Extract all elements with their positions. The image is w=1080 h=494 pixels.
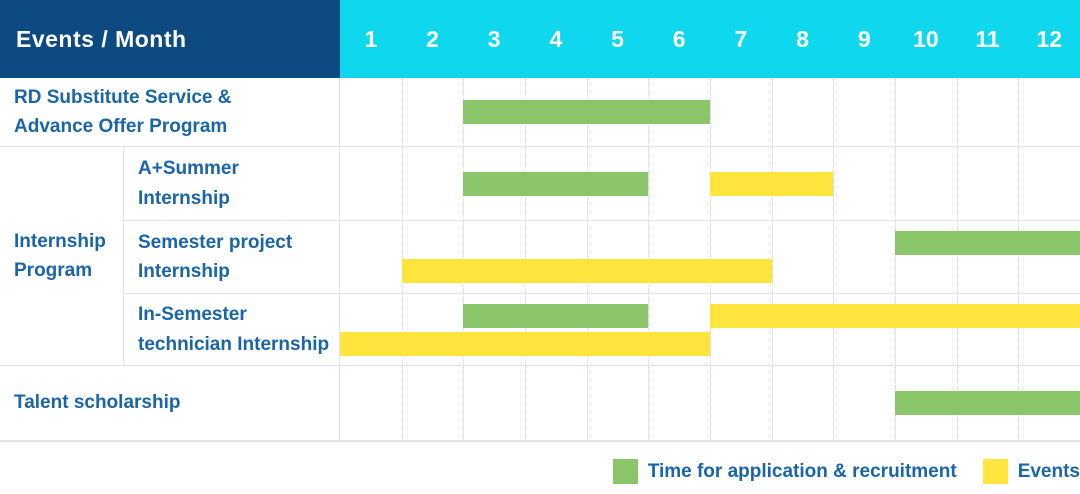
month-label-3: 3 xyxy=(487,25,501,52)
application-swatch-icon xyxy=(612,459,638,484)
month-gridline xyxy=(648,294,650,365)
table-row: A+Summer Internship xyxy=(124,147,1080,220)
header-row: Events / Month 1 2 3 4 5 6 7 8 9 10 11 12 xyxy=(0,0,1080,78)
month-gridline xyxy=(525,294,526,365)
row-label-rd-substitute: RD Substitute Service & Advance Offer Pr… xyxy=(0,78,340,146)
row-label-in-semester: In-Semester technician Internship xyxy=(124,294,340,365)
application-bar xyxy=(463,100,710,124)
table-row: RD Substitute Service & Advance Offer Pr… xyxy=(0,78,1080,147)
event-swatch-icon xyxy=(982,459,1008,484)
table-row: Semester project Internship xyxy=(124,220,1080,293)
month-gridline xyxy=(1018,147,1020,220)
month-gridline xyxy=(895,294,896,365)
month-gridline xyxy=(710,221,711,293)
month-gridline xyxy=(710,78,711,146)
month-gridline xyxy=(895,78,896,146)
month-gridline xyxy=(956,147,958,220)
application-bar xyxy=(463,171,649,196)
month-gridline xyxy=(1018,78,1020,146)
legend-label-events: Events xyxy=(1017,460,1080,482)
legend-item-events: Events xyxy=(982,459,1080,484)
month-label-8: 8 xyxy=(796,25,809,52)
legend-item-application: Time for application & recruitment xyxy=(612,459,957,484)
group-rows: A+Summer Internship Semester project Int… xyxy=(124,147,1080,365)
month-gridline xyxy=(710,366,711,440)
month-gridline xyxy=(833,294,835,365)
month-label-6: 6 xyxy=(672,25,686,52)
month-gridline xyxy=(1018,294,1020,365)
month-gridline xyxy=(956,221,958,293)
month-header: 1 2 3 4 5 6 7 8 9 10 11 12 xyxy=(340,0,1080,78)
month-gridline xyxy=(401,294,403,365)
month-gridline xyxy=(401,78,403,146)
month-label-10: 10 xyxy=(913,25,939,52)
month-gridline xyxy=(525,366,526,440)
month-gridline xyxy=(586,366,588,440)
event-bar xyxy=(710,303,1080,328)
month-label-2: 2 xyxy=(426,25,439,52)
month-gridline xyxy=(771,294,773,365)
month-gridline xyxy=(648,366,650,440)
chart-cell-talent-scholarship xyxy=(340,366,1080,440)
month-gridline xyxy=(833,366,835,440)
group-label-internship-program: Internship Program xyxy=(0,147,124,365)
application-bar xyxy=(895,231,1080,255)
month-gridline xyxy=(710,294,711,365)
month-gridline xyxy=(463,221,465,293)
event-bar xyxy=(340,331,710,356)
row-label-semester-project: Semester project Internship xyxy=(124,221,340,293)
month-gridline xyxy=(833,221,835,293)
month-gridline xyxy=(586,221,588,293)
month-gridline xyxy=(771,366,773,440)
month-label-11: 11 xyxy=(975,25,1000,52)
month-label-4: 4 xyxy=(549,25,563,52)
month-gridline xyxy=(648,221,650,293)
event-bar xyxy=(710,171,834,196)
legend-label-application: Time for application & recruitment xyxy=(647,460,957,482)
month-label-12: 12 xyxy=(1036,25,1063,52)
application-bar xyxy=(895,391,1080,415)
chart-cell-semester-project xyxy=(340,221,1080,293)
month-label-5: 5 xyxy=(611,25,624,52)
events-table: Events / Month 1 2 3 4 5 6 7 8 9 10 11 12 RD Substi… xyxy=(0,0,1080,442)
event-bar xyxy=(401,259,772,283)
month-gridline xyxy=(895,147,896,220)
month-gridline xyxy=(648,147,650,220)
month-gridline xyxy=(833,147,835,220)
month-gridline xyxy=(586,294,588,365)
internship-program-group: Internship Program A+Summer Internship S… xyxy=(0,147,1080,366)
month-gridline xyxy=(401,147,403,220)
row-label-talent-scholarship: Talent scholarship xyxy=(0,366,340,440)
month-gridline xyxy=(401,366,403,440)
legend: Time for application & recruitment Event… xyxy=(612,459,1080,484)
month-label-7: 7 xyxy=(734,25,748,52)
month-gridline xyxy=(956,78,958,146)
month-label-1: 1 xyxy=(364,25,378,52)
chart-cell-in-semester xyxy=(340,294,1080,365)
table-row: Talent scholarship xyxy=(0,366,1080,441)
month-gridline xyxy=(895,221,896,293)
chart-cell-a-summer xyxy=(340,147,1080,220)
month-gridline xyxy=(1018,221,1020,293)
application-bar xyxy=(463,303,649,328)
row-label-a-summer: A+Summer Internship xyxy=(124,147,340,220)
month-label-9: 9 xyxy=(857,25,871,52)
table-row: In-Semester technician Internship xyxy=(124,293,1080,365)
header-title-cell: Events / Month xyxy=(0,0,340,78)
month-gridline xyxy=(463,366,465,440)
month-gridline xyxy=(771,78,773,146)
month-gridline xyxy=(771,221,773,293)
month-gridline xyxy=(833,78,835,146)
chart-cell-rd-substitute xyxy=(340,78,1080,146)
month-gridline xyxy=(956,294,958,365)
month-gridline xyxy=(463,294,465,365)
month-gridline xyxy=(525,221,526,293)
month-gridline xyxy=(401,221,403,293)
page-title: Events / Month xyxy=(16,25,187,52)
